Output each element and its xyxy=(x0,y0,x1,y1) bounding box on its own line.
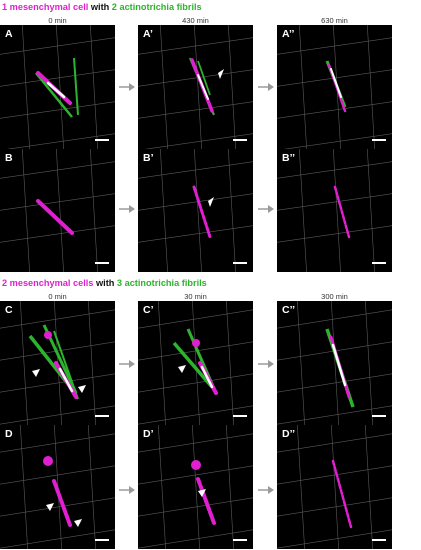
panel-d1-image xyxy=(138,425,253,549)
arrowhead-marker xyxy=(46,503,54,511)
scale-bar xyxy=(372,539,386,541)
time-label-c1: 30 min xyxy=(184,292,207,301)
scale-bar xyxy=(233,262,247,264)
panel-d2-image xyxy=(277,425,392,549)
panel-c2: C’’ xyxy=(277,301,392,425)
panel-c1-image xyxy=(138,301,253,425)
scale-bar xyxy=(372,415,386,417)
panel-a: A xyxy=(0,25,115,149)
panel-b1: B’ xyxy=(138,149,253,272)
panel-label-c1: C’ xyxy=(143,304,154,316)
panel-c: C xyxy=(0,301,115,425)
title-cell-count: 1 mesenchymal cell xyxy=(2,2,89,12)
arrow-right-icon xyxy=(119,486,135,494)
panel-a-image xyxy=(0,25,115,149)
panel-label-a2: A’’ xyxy=(282,28,295,40)
panel-c1: C’ xyxy=(138,301,253,425)
panel-label-b1: B’ xyxy=(143,152,154,164)
time-label-c2: 300 min xyxy=(321,292,348,301)
arrow-right-icon xyxy=(119,205,135,213)
arrowhead-marker xyxy=(32,369,40,377)
scale-bar xyxy=(233,415,247,417)
time-label-a1: 430 min xyxy=(182,16,209,25)
time-label-a2: 630 min xyxy=(321,16,348,25)
time-label-c: 0 min xyxy=(48,292,67,301)
panel-b: B xyxy=(0,149,115,272)
title-with: with xyxy=(88,2,112,12)
panel-c2-image xyxy=(277,301,392,425)
title-cell-count: 2 mesenchymal cells xyxy=(2,278,94,288)
panel-d1: D’ xyxy=(138,425,253,549)
time-label-a: 0 min xyxy=(48,16,67,25)
top-section-title: 1 mesenchymal cell with 2 actinotrichia … xyxy=(2,2,202,12)
panel-label-d1: D’ xyxy=(143,428,154,440)
arrowhead-marker xyxy=(198,489,206,497)
scale-bar xyxy=(233,539,247,541)
panel-a2-image xyxy=(277,25,392,149)
panel-label-b: B xyxy=(5,152,13,164)
arrowhead-marker xyxy=(178,365,186,373)
panel-label-a: A xyxy=(5,28,13,40)
panel-d-image xyxy=(0,425,115,549)
panel-label-b2: B’’ xyxy=(282,152,296,164)
title-fibril-count: 3 actinotrichia fibrils xyxy=(116,278,207,288)
arrow-right-icon xyxy=(258,486,274,494)
arrowhead-marker xyxy=(218,69,224,79)
panel-label-c: C xyxy=(5,304,13,316)
title-with: with xyxy=(93,278,117,288)
scale-bar xyxy=(372,262,386,264)
panel-b1-image xyxy=(138,149,253,272)
arrow-right-icon xyxy=(258,83,274,91)
panel-c-image xyxy=(0,301,115,425)
panel-label-a1: A’ xyxy=(143,28,153,40)
panel-d2: D’’ xyxy=(277,425,392,549)
panel-label-d2: D’’ xyxy=(282,428,296,440)
scale-bar xyxy=(95,415,109,417)
scale-bar xyxy=(95,139,109,141)
panel-label-c2: C’’ xyxy=(282,304,296,316)
arrow-right-icon xyxy=(258,205,274,213)
panel-label-d: D xyxy=(5,428,13,440)
panel-a1-image xyxy=(138,25,253,149)
arrow-right-icon xyxy=(119,83,135,91)
panel-b-image xyxy=(0,149,115,272)
title-fibril-count: 2 actinotrichia fibrils xyxy=(111,2,202,12)
arrow-right-icon xyxy=(119,360,135,368)
scale-bar xyxy=(95,539,109,541)
arrowhead-marker xyxy=(78,385,86,393)
arrowhead-marker xyxy=(208,197,214,207)
panel-a1: A’ xyxy=(138,25,253,149)
panel-b2-image xyxy=(277,149,392,272)
scale-bar xyxy=(372,139,386,141)
panel-b2: B’’ xyxy=(277,149,392,272)
scale-bar xyxy=(95,262,109,264)
panel-a2: A’’ xyxy=(277,25,392,149)
scale-bar xyxy=(233,139,247,141)
bottom-section-title: 2 mesenchymal cells with 3 actinotrichia… xyxy=(2,278,207,288)
arrow-right-icon xyxy=(258,360,274,368)
arrowhead-marker xyxy=(74,519,82,527)
panel-d: D xyxy=(0,425,115,549)
